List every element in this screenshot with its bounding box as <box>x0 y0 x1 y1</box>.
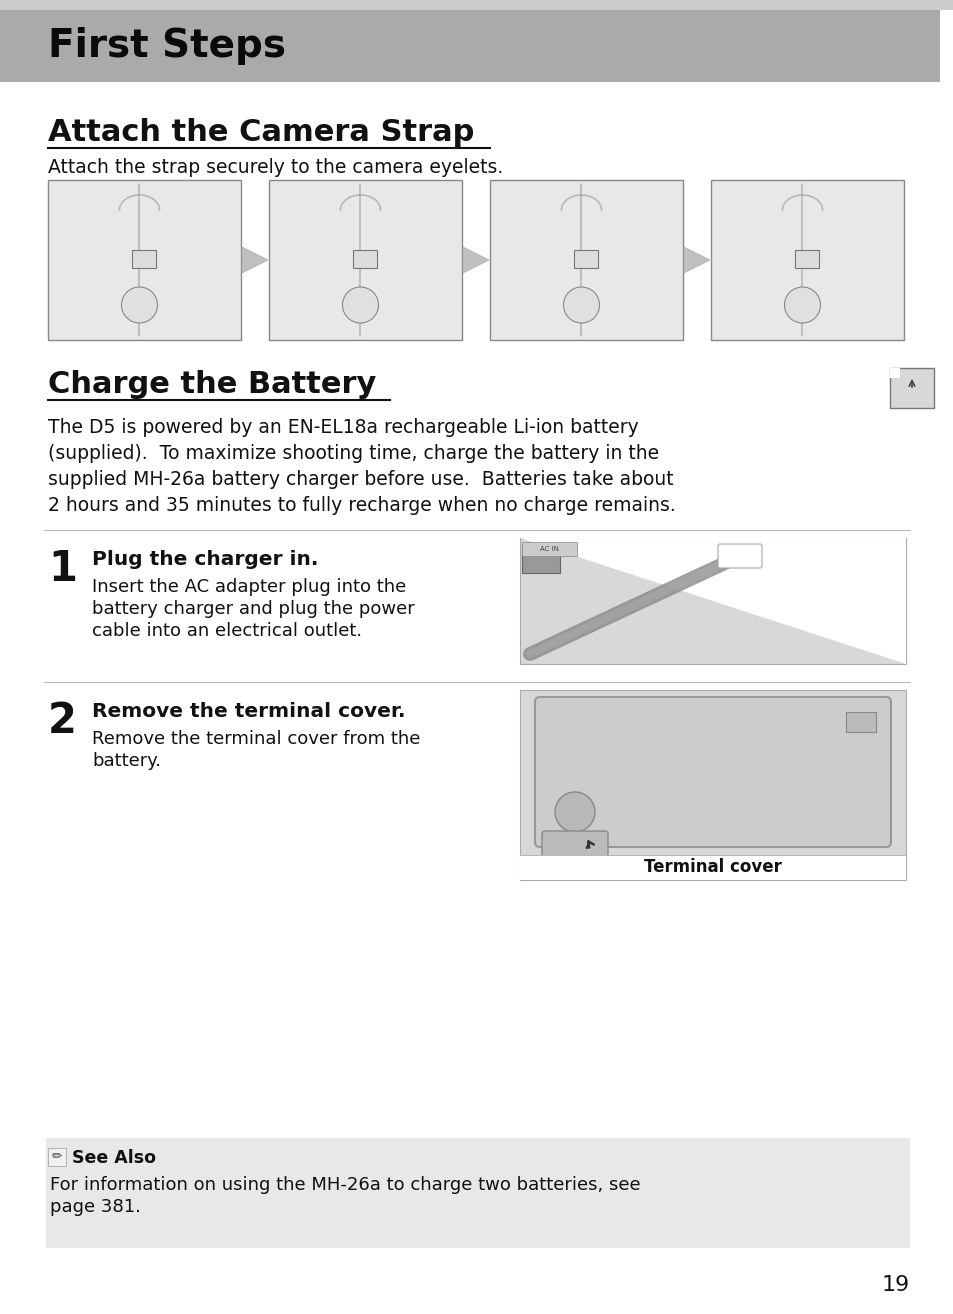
Bar <box>574 250 598 268</box>
Bar <box>46 1138 909 1248</box>
Polygon shape <box>519 537 905 664</box>
Bar <box>132 250 156 268</box>
Text: ✏: ✏ <box>51 1151 62 1163</box>
Bar <box>0 11 939 81</box>
Bar <box>519 537 905 664</box>
Circle shape <box>555 792 595 832</box>
Circle shape <box>563 286 598 323</box>
FancyBboxPatch shape <box>535 696 890 848</box>
Circle shape <box>121 286 157 323</box>
Text: Attach the strap securely to the camera eyelets.: Attach the strap securely to the camera … <box>48 158 503 177</box>
Text: 19: 19 <box>881 1275 909 1296</box>
Text: Terminal cover: Terminal cover <box>643 858 781 876</box>
Text: (supplied).  To maximize shooting time, charge the battery in the: (supplied). To maximize shooting time, c… <box>48 444 659 463</box>
Bar <box>269 180 461 340</box>
Text: 1: 1 <box>48 548 77 590</box>
Text: Remove the terminal cover from the: Remove the terminal cover from the <box>91 731 420 748</box>
Bar <box>490 180 682 340</box>
Text: First Steps: First Steps <box>48 28 286 64</box>
FancyBboxPatch shape <box>718 544 761 568</box>
Text: supplied MH-26a battery charger before use.  Batteries take about: supplied MH-26a battery charger before u… <box>48 470 673 489</box>
Text: The D5 is powered by an EN-EL18a rechargeable Li-ion battery: The D5 is powered by an EN-EL18a recharg… <box>48 418 639 438</box>
Bar <box>48 1148 66 1166</box>
Polygon shape <box>462 247 489 273</box>
Text: cable into an electrical outlet.: cable into an electrical outlet. <box>91 622 362 640</box>
Bar <box>889 368 933 409</box>
FancyBboxPatch shape <box>541 830 607 857</box>
Text: See Also: See Also <box>71 1148 156 1167</box>
Bar <box>519 855 905 880</box>
Text: 2 hours and 35 minutes to fully recharge when no charge remains.: 2 hours and 35 minutes to fully recharge… <box>48 495 675 515</box>
Bar <box>795 250 819 268</box>
Polygon shape <box>683 247 709 273</box>
Circle shape <box>342 286 378 323</box>
Text: Insert the AC adapter plug into the: Insert the AC adapter plug into the <box>91 578 406 597</box>
Text: Plug the charger in.: Plug the charger in. <box>91 551 318 569</box>
Text: Remove the terminal cover.: Remove the terminal cover. <box>91 702 405 721</box>
Text: battery charger and plug the power: battery charger and plug the power <box>91 600 415 618</box>
Bar <box>521 545 559 573</box>
Bar <box>939 11 953 81</box>
Polygon shape <box>889 368 899 378</box>
Text: Attach the Camera Strap: Attach the Camera Strap <box>48 118 474 147</box>
Bar <box>519 690 905 880</box>
Text: battery.: battery. <box>91 752 161 770</box>
Bar <box>845 712 875 732</box>
Text: 2: 2 <box>48 700 77 742</box>
Bar <box>0 0 953 11</box>
Bar <box>48 180 241 340</box>
Text: page 381.: page 381. <box>50 1198 141 1215</box>
Bar <box>710 180 903 340</box>
Text: Charge the Battery: Charge the Battery <box>48 371 376 399</box>
Bar <box>521 541 577 556</box>
Text: For information on using the MH-26a to charge two batteries, see: For information on using the MH-26a to c… <box>50 1176 640 1194</box>
Bar <box>354 250 377 268</box>
Polygon shape <box>242 247 268 273</box>
Text: AC IN: AC IN <box>539 547 558 552</box>
Circle shape <box>783 286 820 323</box>
